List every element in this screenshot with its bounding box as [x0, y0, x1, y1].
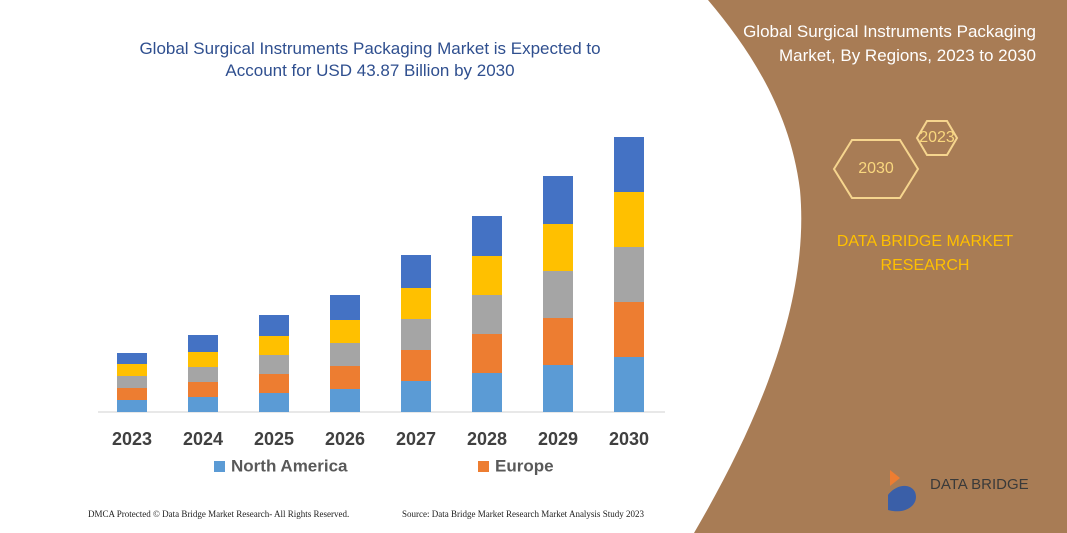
bar-segment — [472, 295, 502, 334]
bar-segment — [543, 365, 573, 412]
logo-text: DATA BRIDGE — [930, 476, 1029, 493]
x-tick-label: 2029 — [538, 429, 578, 449]
bar-segment — [330, 320, 360, 343]
bar-segment — [401, 319, 431, 350]
bar-segment — [259, 355, 289, 374]
bar-segment — [117, 400, 147, 412]
bar-segment — [117, 353, 147, 364]
bar-segment — [401, 255, 431, 288]
bar-segment — [401, 288, 431, 319]
bar-segment — [543, 224, 573, 271]
hexagon — [915, 120, 959, 156]
logo-mark — [890, 470, 900, 486]
legend-label: North America — [231, 456, 348, 475]
legend-swatch — [214, 461, 225, 472]
footer-source: Source: Data Bridge Market Research Mark… — [402, 509, 644, 519]
bar-segment — [614, 192, 644, 247]
bar-segment — [330, 366, 360, 389]
bar-segment — [330, 389, 360, 412]
legend-swatch — [478, 461, 489, 472]
bar-segment — [259, 336, 289, 355]
bar-segment — [188, 352, 218, 367]
bar-segment — [543, 318, 573, 365]
x-tick-label: 2025 — [254, 429, 294, 449]
bar-segment — [117, 364, 147, 376]
x-tick-label: 2024 — [183, 429, 223, 449]
bar-segment — [614, 137, 644, 192]
x-tick-label: 2027 — [396, 429, 436, 449]
x-tick-label: 2028 — [467, 429, 507, 449]
bar-segment — [614, 247, 644, 302]
bar-segment — [614, 357, 644, 412]
bar-segment — [472, 216, 502, 256]
bar-segment — [188, 397, 218, 412]
legend-label: Europe — [495, 456, 554, 475]
bar-segment — [543, 176, 573, 224]
bar-segment — [188, 335, 218, 352]
brand: DATA BRIDGE MARKET RESEARCH — [836, 233, 1014, 274]
bar-segment — [330, 343, 360, 366]
bar-segment — [188, 382, 218, 397]
x-tick-label: 2030 — [609, 429, 649, 449]
bar-segment — [117, 376, 147, 388]
logo-mark — [888, 470, 916, 512]
x-tick-label: 2023 — [112, 429, 152, 449]
hex-label: 2023 — [919, 129, 955, 146]
panel-title: Global Surgical Instruments Packaging Ma… — [743, 22, 1036, 65]
x-tick-label: 2026 — [325, 429, 365, 449]
side-panel — [694, 0, 1067, 533]
bar-segment — [472, 334, 502, 373]
bar-segment — [188, 367, 218, 382]
bar-segment — [117, 388, 147, 400]
hex-label: 2030 — [858, 160, 894, 177]
bar-segment — [259, 315, 289, 336]
bar-segment — [330, 295, 360, 320]
bar-segment — [614, 302, 644, 357]
bar-segment — [401, 381, 431, 412]
bar-segment — [259, 374, 289, 393]
footer-note: DMCA Protected © Data Bridge Market Rese… — [88, 509, 349, 519]
hexagon — [832, 139, 920, 199]
bar-segment — [472, 373, 502, 412]
bar-segment — [543, 271, 573, 318]
bar-segment — [472, 256, 502, 295]
bar-segment — [259, 393, 289, 412]
bar-segment — [401, 350, 431, 381]
chart-title: Global Surgical Instruments Packaging Ma… — [139, 39, 601, 80]
